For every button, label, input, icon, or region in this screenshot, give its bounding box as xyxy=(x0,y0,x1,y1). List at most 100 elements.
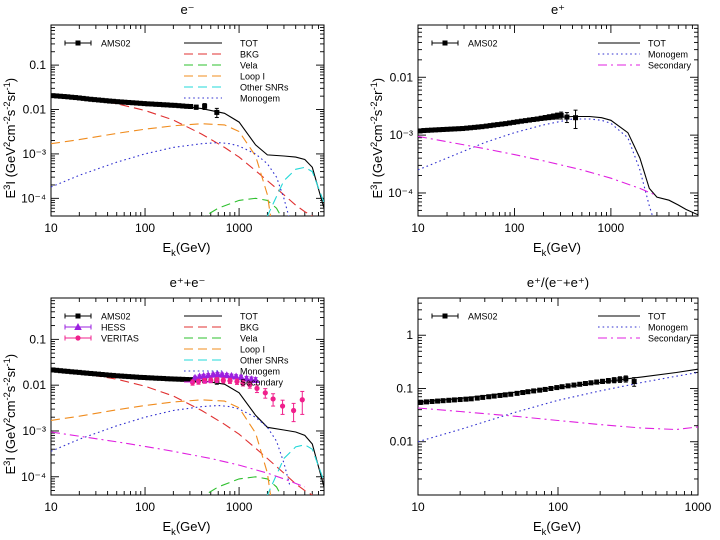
data-point xyxy=(451,397,457,403)
x-axis-label: Ek(GeV) xyxy=(163,240,211,258)
data-point xyxy=(457,397,463,403)
data-point xyxy=(538,115,544,121)
data-point xyxy=(118,373,124,379)
data-point xyxy=(99,371,105,377)
data-point xyxy=(464,125,470,131)
data-point xyxy=(137,374,143,380)
data-point xyxy=(546,114,552,120)
data-point xyxy=(418,128,423,134)
data-point xyxy=(160,102,166,108)
points-ams02 xyxy=(418,375,637,405)
data-point xyxy=(164,376,170,382)
data-point xyxy=(542,386,548,392)
data-point xyxy=(76,369,82,375)
legend-label-monogem: Monogem xyxy=(648,50,688,60)
data-point xyxy=(172,376,178,382)
data-point xyxy=(149,101,155,107)
legend-label-monogem: Monogem xyxy=(648,323,688,333)
data-point xyxy=(444,126,450,132)
data-point xyxy=(157,375,163,381)
data-point xyxy=(220,377,226,383)
y-tick-label: 10⁻³ xyxy=(22,424,46,438)
data-point xyxy=(467,125,473,131)
data-point xyxy=(54,367,60,373)
data-point xyxy=(51,367,56,373)
data-point xyxy=(84,370,90,376)
data-point xyxy=(423,399,429,405)
data-point xyxy=(270,396,276,402)
data-point xyxy=(279,403,286,409)
data-point xyxy=(617,376,623,382)
data-point xyxy=(537,387,543,393)
points-veritas xyxy=(189,377,305,423)
legend-label-ams02: AMS02 xyxy=(468,39,498,49)
data-point xyxy=(582,381,588,387)
data-point xyxy=(232,372,240,380)
data-point xyxy=(54,93,60,99)
data-point xyxy=(218,370,226,378)
data-point xyxy=(299,397,305,403)
data-point xyxy=(262,390,268,396)
data-point xyxy=(168,102,174,108)
data-point xyxy=(213,370,222,378)
y-tick-label: 10⁻⁴ xyxy=(21,470,46,484)
y-tick-label: 0.1 xyxy=(29,58,46,72)
y-tick-label: 0.01 xyxy=(390,435,414,449)
data-point xyxy=(115,373,121,379)
legend-marker xyxy=(442,313,448,319)
series-other-snrs xyxy=(266,166,324,216)
data-point xyxy=(421,128,427,134)
x-tick-label: 10 xyxy=(44,221,58,235)
data-point xyxy=(180,103,186,109)
data-point xyxy=(542,115,548,121)
data-point xyxy=(594,379,600,385)
legend-points: AMS02 xyxy=(431,39,498,49)
data-point xyxy=(531,388,537,394)
data-point xyxy=(130,100,136,106)
legend-label-secondary: Secondary xyxy=(648,61,692,71)
data-point xyxy=(222,371,231,379)
data-point xyxy=(468,396,474,402)
data-point xyxy=(440,127,446,133)
data-point xyxy=(290,407,297,414)
data-point xyxy=(435,398,441,404)
y-axis-label-text: E3I (GeV2cm-2s-2sr-1) xyxy=(2,354,18,475)
plot-frame xyxy=(417,24,699,217)
data-point xyxy=(577,381,583,387)
data-point xyxy=(157,101,163,107)
series-tot xyxy=(418,115,698,216)
series-monogem xyxy=(51,404,291,488)
legend-label-ams02: AMS02 xyxy=(101,312,131,322)
legend-label-loop-i: Loop I xyxy=(240,345,265,355)
legend-marker xyxy=(75,335,81,341)
legend-marker xyxy=(75,40,81,46)
series-secondary xyxy=(418,135,658,197)
x-tick-label: 1000 xyxy=(598,221,625,235)
data-point xyxy=(88,370,94,376)
data-point xyxy=(168,376,174,382)
legend-label-vela: Vela xyxy=(240,334,258,344)
data-point xyxy=(518,118,524,124)
points-ams02 xyxy=(51,93,220,119)
y-axis-label: E3I (GeV2cm-2s-2sr-1) xyxy=(2,354,18,475)
data-point xyxy=(554,385,560,391)
data-point xyxy=(428,127,434,133)
data-point xyxy=(588,380,594,386)
data-point xyxy=(126,374,132,380)
series-bkg xyxy=(51,94,314,216)
series-loop-i xyxy=(51,399,272,495)
plot-area xyxy=(418,109,698,216)
data-point xyxy=(471,124,477,130)
data-point xyxy=(193,104,199,110)
legend-points: AMS02 xyxy=(431,312,498,322)
axis-ticks xyxy=(50,297,325,496)
data-point xyxy=(51,93,56,99)
y-tick-label: 0.01 xyxy=(390,70,414,84)
legend-label-vela: Vela xyxy=(240,61,258,71)
data-point xyxy=(240,380,246,386)
series-monogem xyxy=(418,118,654,216)
chart-positron-fraction: 10 100 1000 0.01 0.1 1 e⁺/(e⁻+e⁺) Ek(GeV) AMS02 T… xyxy=(390,275,712,537)
data-point xyxy=(502,392,508,398)
series-bkg xyxy=(51,369,314,495)
data-point xyxy=(96,97,102,103)
